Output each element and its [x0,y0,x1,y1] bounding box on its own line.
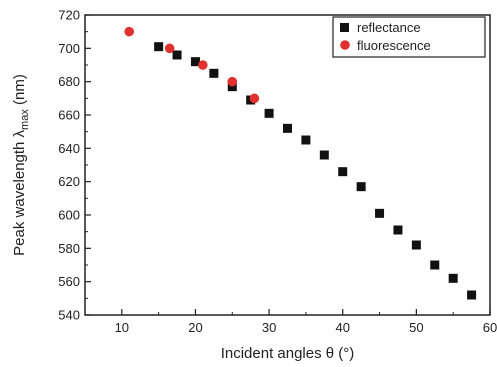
reflectance-point [154,42,164,52]
reflectance-point [338,167,348,177]
y-axis-title-unit: (nm) [11,74,28,109]
x-axis-ticks: 10 20 30 40 50 60 [115,309,497,335]
plot-frame [84,14,491,316]
x-tick-label: 10 [115,320,129,335]
reflectance-point [430,260,440,270]
y-tick-label: 700 [58,41,80,56]
fluorescence-point [227,76,238,87]
y-axis-title-symbol: λ [11,129,28,137]
reflectance-point [448,273,458,283]
reflectance-point [301,135,311,145]
fluorescence-point [198,60,208,70]
y-tick-label: 560 [58,274,80,289]
y-tick-label: 680 [58,74,80,89]
x-tick-label: 50 [409,320,423,335]
legend-box [332,16,486,58]
y-tick-label: 580 [58,241,80,256]
reflectance-point [375,208,385,218]
y-axis-title: Peak wavelength λmax (nm) [11,74,31,256]
y-tick-label: 660 [58,108,80,123]
reflectance-point [319,150,329,160]
y-tick-label: 620 [58,174,80,189]
y-axis-title-text: Peak wavelength [11,137,28,255]
reflectance-point [209,68,219,78]
reflectance-point [356,182,366,192]
data-points [124,26,477,300]
fluorescence-point [164,43,175,54]
legend-marker-fluorescence [340,40,350,50]
x-axis-title: Incident angles θ (°) [221,345,355,362]
y-tick-label: 640 [58,141,80,156]
fluorescence-point [249,93,260,104]
legend-label-fluorescence: fluorescence [357,38,431,53]
legend-marker-reflectance [340,23,349,32]
reflectance-point [172,50,182,60]
reflectance-point [283,123,292,133]
reflectance-point [190,57,200,67]
y-tick-label: 720 [58,8,80,23]
reflectance-point [227,82,237,92]
x-tick-label: 40 [335,320,349,335]
reflectance-point [264,108,274,118]
reflectance-point [411,240,421,250]
reflectance-point [467,290,477,300]
legend: reflectance fluorescence [332,16,486,58]
fluorescence-point [124,26,134,37]
legend-label-reflectance: reflectance [357,20,421,35]
x-tick-label: 60 [483,320,497,335]
y-axis-title-subscript: max [19,109,31,130]
y-tick-label: 540 [58,308,80,323]
y-tick-label: 600 [58,208,80,223]
reflectance-point [393,225,403,235]
x-tick-label: 20 [188,320,202,335]
x-tick-label: 30 [262,320,276,335]
y-axis-ticks: 540 560 580 600 620 640 660 680 700 720 [58,8,91,323]
